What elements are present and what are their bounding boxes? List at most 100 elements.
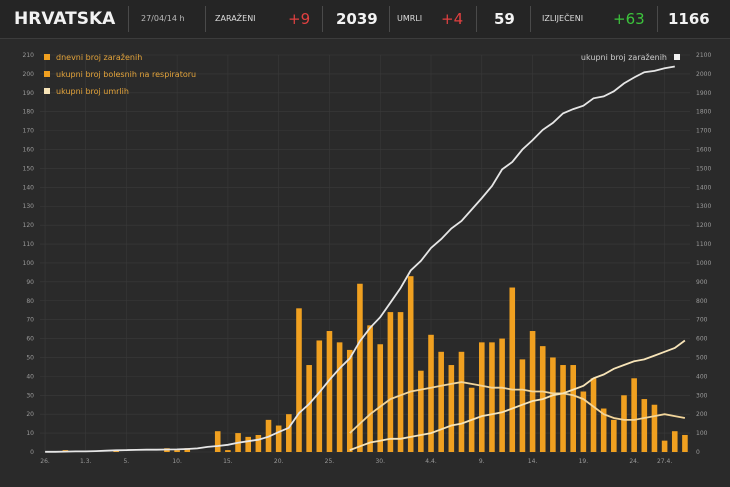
separator: [657, 6, 658, 32]
bar: [306, 365, 312, 452]
bar: [590, 378, 597, 452]
infected-delta: +9: [288, 10, 311, 28]
bar: [600, 408, 607, 452]
daily-cases-bars: [62, 276, 688, 452]
bar: [509, 287, 516, 452]
respirator-line: [349, 381, 686, 434]
bar: [397, 312, 404, 452]
y-tick-right: 1300: [696, 203, 711, 210]
x-tick: 14.: [528, 458, 538, 465]
bar: [641, 399, 648, 452]
total-cases-line: [45, 65, 675, 453]
bar: [631, 378, 637, 452]
legend-label-deaths: ukupni broj umrlih: [56, 87, 129, 96]
bar: [621, 395, 627, 452]
bar: [519, 359, 526, 452]
bar: [245, 436, 251, 452]
y-tick-right: 0: [696, 449, 700, 456]
bar: [448, 365, 455, 452]
bar: [174, 450, 180, 452]
y-tick-left: 30: [26, 392, 34, 399]
y-tick-left: 110: [23, 241, 35, 248]
separator: [389, 6, 390, 32]
bar: [428, 334, 434, 452]
y-tick-left: 210: [23, 52, 35, 59]
y-tick-right: 1100: [696, 241, 711, 248]
deaths-label: UMRLI: [397, 14, 423, 23]
y-tick-left: 40: [26, 373, 34, 380]
bar: [255, 434, 262, 452]
bar: [489, 342, 495, 452]
legend-swatch-deaths: [44, 88, 50, 94]
recovered-label: IZLIJEČENI: [542, 14, 584, 23]
bar: [407, 276, 414, 452]
bar: [286, 414, 292, 452]
y-tick-right: 1000: [696, 260, 711, 267]
bar: [275, 425, 282, 452]
x-tick: 15.: [223, 458, 233, 465]
x-tick: 10.: [172, 458, 182, 465]
x-tick: 5.: [123, 458, 129, 465]
bar: [346, 349, 353, 452]
y-tick-left: 70: [26, 317, 34, 324]
x-axis: 26. 1.3. 5. 10. 15. 20. 25. 30. 4.4. 9. 14. 19. 24. 2…: [40, 458, 672, 465]
x-tick: 19.: [579, 458, 589, 465]
separator: [205, 6, 206, 32]
y-tick-left: 170: [23, 128, 35, 135]
y-tick-right: 400: [696, 373, 708, 380]
bar: [387, 312, 394, 452]
bar: [661, 440, 668, 452]
bar: [458, 351, 465, 452]
separator: [128, 6, 129, 32]
x-tick: 1.3.: [80, 458, 92, 465]
x-tick: 25.: [325, 458, 335, 465]
separator: [322, 6, 323, 32]
y-axis-left: 0 10 20 30 40 50 60 70 80 90 100 110 120 130 140 150 160…: [23, 52, 35, 456]
bar: [377, 344, 384, 452]
bar: [671, 431, 678, 452]
bar: [438, 351, 444, 452]
bar: [560, 365, 566, 452]
y-tick-left: 60: [26, 336, 34, 343]
bar: [357, 283, 363, 452]
bar: [580, 391, 587, 452]
y-tick-left: 140: [23, 184, 35, 191]
y-tick-left: 130: [23, 203, 35, 210]
legend-swatch-respirator: [44, 71, 50, 77]
y-tick-right: 200: [696, 411, 708, 418]
y-tick-right: 2100: [696, 52, 711, 59]
bar: [499, 338, 505, 452]
bar: [550, 357, 556, 452]
y-axis-right: 0 100 200 300 400 500 600 700 800 900 1000 1100 1200…: [696, 52, 711, 456]
x-tick: 30.: [375, 458, 385, 465]
y-tick-left: 160: [23, 147, 35, 154]
bar: [214, 431, 221, 452]
y-tick-left: 200: [23, 71, 35, 78]
y-tick-right: 700: [696, 317, 708, 324]
y-tick-left: 100: [23, 260, 35, 267]
y-tick-right: 500: [696, 354, 708, 361]
infected-label: ZARAŽENI: [215, 14, 256, 23]
deaths-total: 59: [494, 10, 515, 28]
x-tick: 24.: [629, 458, 639, 465]
legend-label-total: ukupni broj zaraženih: [581, 53, 667, 62]
series-lines: [45, 65, 686, 453]
y-tick-right: 1900: [696, 90, 711, 97]
y-tick-left: 80: [26, 298, 34, 305]
y-tick-right: 100: [696, 430, 708, 437]
y-tick-left: 180: [23, 109, 35, 116]
separator: [530, 6, 531, 32]
separator: [476, 6, 477, 32]
legend: dnevni broj zaraženih ukupni broj bolesn…: [44, 53, 680, 96]
header-bar: HRVATSKA 27/04/14 h ZARAŽENI +9 2039 UMR…: [0, 0, 730, 39]
recovered-delta: +63: [613, 10, 645, 28]
recovered-total: 1166: [668, 10, 710, 28]
infected-total: 2039: [336, 10, 378, 28]
bar: [184, 448, 191, 452]
y-tick-right: 600: [696, 336, 708, 343]
bar: [336, 342, 343, 452]
y-tick-right: 300: [696, 392, 708, 399]
y-tick-left: 90: [26, 279, 34, 286]
y-tick-left: 150: [23, 165, 35, 172]
y-tick-right: 1400: [696, 184, 711, 191]
